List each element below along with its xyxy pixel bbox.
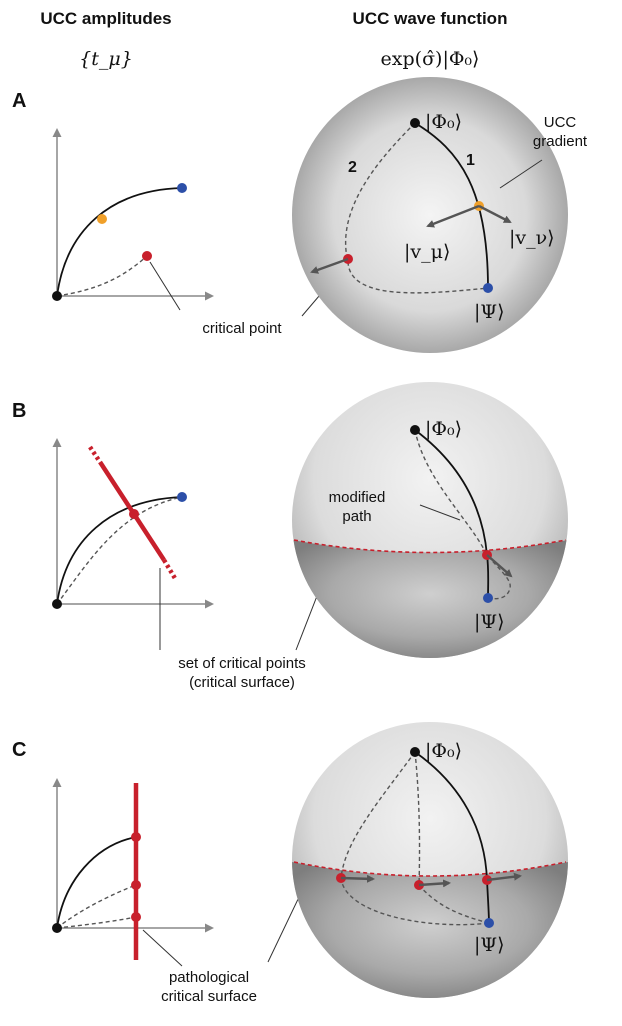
panel-a-psi-ket: |Ψ⟩: [474, 301, 504, 323]
panel-c-pathological-label-1: pathological: [169, 969, 249, 986]
panel-b-axes: [52, 438, 214, 609]
panel-a-axes: [52, 128, 214, 301]
panel-a-orange-point: [97, 214, 107, 224]
panel-a-label: A: [12, 90, 26, 112]
panel-c-amplitude-path-3: [56, 916, 137, 929]
panel-b-phi0-ket: |Φ₀⟩: [425, 418, 462, 440]
panel-a-critical-arrow: [310, 257, 349, 274]
right-column-title: UCC wave function: [353, 9, 508, 28]
panel-b-blue-point: [177, 492, 187, 502]
panel-a-psi-point: [483, 283, 493, 293]
panel-c-red-point-1: [131, 832, 141, 842]
panel-b-critical-set-label-2: (critical surface): [189, 674, 295, 691]
panel-a-red-point: [142, 251, 152, 261]
panel-a-blue-point: [177, 183, 187, 193]
panel-c-sphere: [292, 722, 568, 998]
panel-b-critical-arrow: [486, 554, 513, 578]
panel-b-path-1: [414, 429, 490, 599]
panel-c-critical-arrow-2: [418, 879, 451, 888]
panel-a-gradient-leader: [499, 159, 543, 189]
panel-b-label: B: [12, 400, 26, 422]
panel-b-sphere: [292, 382, 568, 658]
panel-a-amplitude-path-1: [56, 187, 183, 297]
panel-c-phi0-ket: |Φ₀⟩: [425, 740, 462, 762]
panel-a-critical-leader-left: [149, 261, 181, 311]
panel-a-phi0-point: [410, 118, 420, 128]
panel-a-sphere: [292, 77, 568, 353]
panel-c-pathological-label-2: critical surface: [161, 988, 257, 1005]
panel-b-red-point: [129, 509, 139, 519]
right-column-math: exp(σ̂)|Φ₀⟩: [381, 48, 480, 70]
left-column-math: {t_μ}: [79, 48, 133, 70]
panel-b-origin-point: [52, 599, 62, 609]
panel-a-amplitude-path-2: [56, 255, 148, 297]
panel-b-psi-point: [483, 593, 493, 603]
panel-a-vmu-arrow: [426, 204, 480, 228]
panel-b-critical-set-label-1: set of critical points: [178, 655, 306, 672]
panel-a-vnu-arrow: [478, 204, 512, 224]
panel-a-vmu-ket: |v_μ⟩: [404, 241, 450, 263]
panel-b-modified-leader: [419, 504, 461, 521]
panel-b-amplitude-path-2: [56, 496, 183, 605]
panel-b-critical-line-bottom-dash: [162, 558, 178, 582]
panel-c-leader-left: [142, 929, 183, 967]
panel-c-path-1: [414, 751, 490, 924]
panel-c-label: C: [12, 739, 26, 761]
panel-a-gradient-label-2: gradient: [533, 133, 588, 150]
panel-b-amplitude-path-1: [56, 496, 183, 605]
panel-b-psi-ket: |Ψ⟩: [474, 611, 504, 633]
panel-c-psi-point: [484, 918, 494, 928]
panel-c-critical-arrow-3: [486, 872, 522, 882]
panel-a-gradient-label-1: UCC: [544, 114, 577, 131]
panel-c-critical-surface: [293, 861, 567, 877]
panel-a-path-1: [414, 122, 489, 289]
panel-b-phi0-point: [410, 425, 420, 435]
panel-a-phi0-ket: |Φ₀⟩: [425, 111, 462, 133]
panel-c-critical-arrow-1: [340, 874, 375, 883]
panel-c-amplitude-path-2: [56, 884, 137, 929]
panel-c-phi0-point: [410, 747, 420, 757]
panel-c-psi-ket: |Ψ⟩: [474, 934, 504, 956]
panel-b-modified-path: [414, 429, 511, 600]
panel-c-red-point-3: [131, 912, 141, 922]
panel-b-critical-line-top-dash: [88, 445, 102, 464]
panel-a-critical-point-label: critical point: [202, 320, 282, 337]
left-column-title: UCC amplitudes: [40, 9, 171, 28]
panel-b-modified-label-1: modified: [329, 489, 386, 506]
panel-a-origin-point: [52, 291, 62, 301]
panel-a-path-2-label: 2: [348, 159, 357, 176]
panel-a-path-1-label: 1: [466, 152, 475, 169]
panel-a-vnu-ket: |v_ν⟩: [509, 227, 555, 249]
panel-c-origin-point: [52, 923, 62, 933]
panel-c-red-point-2: [131, 880, 141, 890]
panel-c-amplitude-path-1: [56, 836, 137, 929]
panel-b-critical-surface: [293, 539, 567, 554]
panel-b-modified-label-2: path: [342, 508, 371, 525]
